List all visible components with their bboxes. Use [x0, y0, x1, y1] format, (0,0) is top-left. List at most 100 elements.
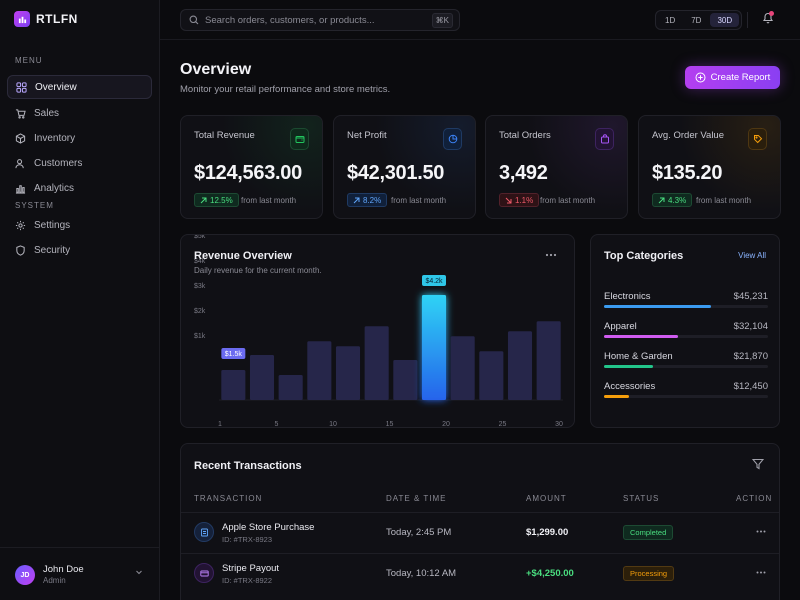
- more-horizontal-icon[interactable]: [756, 530, 766, 533]
- revenue-overview-card: $5k $4k $3k $2k $1k $1.5k $4.2k 1 5 10 15 20 25 30 Re…: [180, 234, 575, 428]
- stat-value: $42,301.50: [347, 162, 445, 184]
- revenue-bar[interactable]: [536, 321, 561, 400]
- stat-card-total-orders: Total Orders 3,492 1.1% from last month: [485, 115, 628, 219]
- bell-icon[interactable]: [762, 11, 774, 24]
- pie-chart-icon: [443, 128, 462, 150]
- revenue-bar[interactable]: [307, 341, 332, 400]
- top-bar: ⌘K 1D 7D 30D: [160, 0, 800, 40]
- user-profile[interactable]: JD John Doe Admin: [0, 547, 159, 600]
- search-icon: [189, 15, 199, 25]
- grid-icon: [16, 81, 27, 93]
- bar-value-tooltip: $1.5k: [221, 348, 246, 359]
- more-horizontal-icon[interactable]: [545, 253, 557, 257]
- create-report-button[interactable]: Create Report: [685, 66, 780, 89]
- sidebar: RTLFN MENU Overview Sales Inventory Cust…: [0, 0, 160, 600]
- trend-context: from last month: [540, 196, 596, 205]
- brand-name: RTLFN: [36, 12, 78, 26]
- category-progress-fill: [604, 305, 711, 308]
- revenue-bar[interactable]: [335, 346, 361, 400]
- stat-value: $135.20: [652, 162, 723, 184]
- revenue-bar[interactable]: [421, 295, 447, 400]
- revenue-bar[interactable]: [479, 351, 504, 400]
- stat-card-avg-order-value: Avg. Order Value $135.20 4.3% from last …: [638, 115, 781, 219]
- sidebar-item-security[interactable]: Security: [7, 238, 152, 262]
- view-all-link[interactable]: View All: [738, 251, 766, 260]
- range-1d-button[interactable]: 1D: [665, 15, 676, 25]
- sidebar-item-label: Security: [34, 244, 71, 256]
- revenue-bar[interactable]: [278, 375, 303, 400]
- revenue-bar[interactable]: [450, 336, 475, 400]
- transaction-date: Today, 10:12 AM: [386, 568, 457, 579]
- trend-context: from last month: [241, 196, 297, 205]
- trend-value: 4.3%: [668, 195, 687, 205]
- sidebar-item-sales[interactable]: Sales: [7, 101, 152, 125]
- category-progress-fill: [604, 365, 654, 368]
- category-progress-track: [604, 335, 768, 338]
- more-horizontal-icon[interactable]: [756, 571, 766, 574]
- x-tick-label: 30: [555, 421, 563, 428]
- bar-value-label: $4.2k: [425, 278, 443, 285]
- recent-transactions-card: Recent Transactions TRANSACTION DATE & T…: [180, 443, 780, 600]
- transaction-id: ID: #TRX-8923: [222, 535, 273, 544]
- sidebar-item-analytics[interactable]: Analytics: [7, 176, 152, 200]
- divider: [181, 553, 779, 554]
- revenue-bar[interactable]: [249, 355, 275, 400]
- category-name: Apparel: [604, 321, 637, 332]
- stat-value: 3,492: [499, 162, 548, 184]
- transaction-date: Today, 2:45 PM: [386, 527, 452, 538]
- range-30d-button[interactable]: 30D: [710, 13, 740, 27]
- sidebar-item-label: Customers: [34, 157, 83, 169]
- y-tick-label: $3k: [194, 283, 206, 290]
- users-icon: [15, 158, 24, 168]
- sidebar-item-label: Analytics: [34, 182, 75, 194]
- trend-value: 12.5%: [210, 195, 233, 205]
- user-role: Admin: [43, 576, 66, 585]
- range-7d-button[interactable]: 7D: [691, 15, 702, 25]
- bar-chart-icon: [15, 184, 26, 194]
- arrow-down-right-icon: [505, 197, 512, 203]
- search-box[interactable]: ⌘K: [180, 9, 460, 31]
- sidebar-item-label: Overview: [35, 81, 77, 93]
- bar-value-tooltip: $4.2k: [422, 275, 446, 286]
- brand[interactable]: RTLFN: [14, 11, 78, 27]
- category-value: $12,450: [733, 381, 768, 392]
- user-name: John Doe: [43, 564, 84, 575]
- menu-section-label: MENU: [15, 56, 43, 65]
- card-icon: [194, 563, 214, 583]
- revenue-bar[interactable]: [507, 331, 533, 400]
- revenue-bar[interactable]: [393, 360, 418, 400]
- status-badge: Processing: [623, 566, 675, 581]
- store-icon: [194, 522, 214, 542]
- x-tick-label: 15: [386, 421, 394, 428]
- card-title: Recent Transactions: [194, 460, 302, 472]
- sidebar-item-customers[interactable]: Customers: [7, 151, 152, 175]
- category-value: $32,104: [733, 321, 768, 332]
- y-tick-label: $5k: [194, 235, 206, 240]
- revenue-bar-chart: $5k$4k$3k$2k$1k$1.5k$4.2k1 5 10 15 20 25 30: [194, 235, 563, 428]
- filter-icon[interactable]: [752, 458, 764, 470]
- arrow-up-right-icon: [353, 197, 360, 203]
- search-input[interactable]: [205, 14, 430, 26]
- stat-label: Net Profit: [347, 130, 387, 141]
- sidebar-item-settings[interactable]: Settings: [7, 213, 152, 237]
- category-progress-track: [604, 365, 768, 368]
- sidebar-item-overview[interactable]: Overview: [7, 75, 152, 99]
- category-value: $21,870: [733, 351, 768, 362]
- cart-icon: [15, 108, 26, 119]
- transaction-name: Apple Store Purchase: [222, 522, 315, 533]
- sidebar-item-inventory[interactable]: Inventory: [7, 126, 152, 150]
- revenue-bar[interactable]: [221, 370, 246, 400]
- revenue-bar[interactable]: [364, 326, 389, 400]
- stat-label: Total Revenue: [194, 130, 255, 141]
- card-title: Revenue Overview: [194, 250, 292, 262]
- chevron-down-icon[interactable]: [135, 568, 143, 576]
- card-subtitle: Daily revenue for the current month.: [194, 266, 322, 275]
- sidebar-item-label: Inventory: [34, 132, 76, 144]
- logo-icon: [14, 11, 30, 27]
- transaction-amount: +$4,250.00: [526, 568, 574, 579]
- trend-value: 8.2%: [363, 195, 382, 205]
- create-report-label: Create Report: [710, 72, 771, 83]
- gear-icon: [15, 220, 26, 230]
- category-name: Home & Garden: [604, 351, 673, 362]
- transaction-amount: $1,299.00: [526, 527, 569, 538]
